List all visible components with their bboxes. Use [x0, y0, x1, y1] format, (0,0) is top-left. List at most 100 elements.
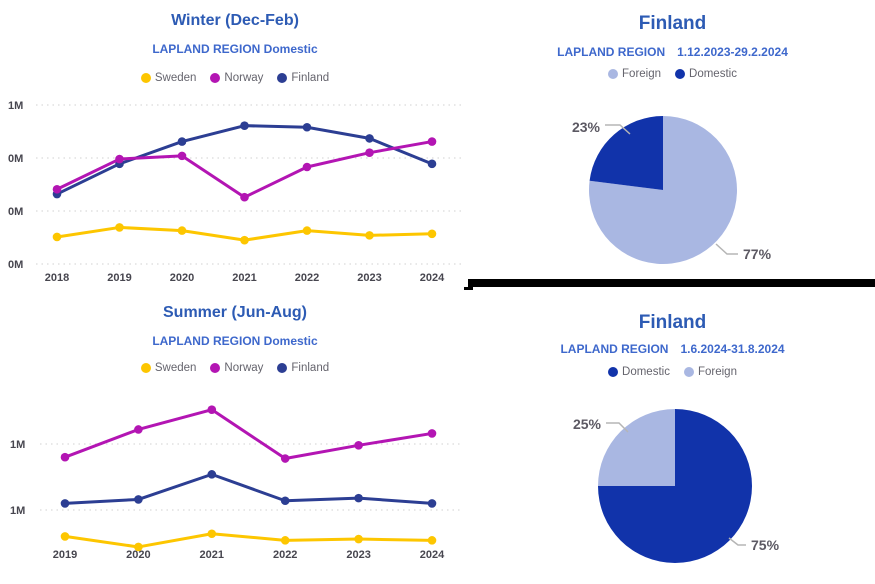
data-point-sweden-2023[interactable] [354, 534, 363, 544]
data-point-finland-2022[interactable] [280, 496, 290, 506]
summer-chart-legend: Sweden Norway Finland [0, 362, 470, 374]
data-point-sweden-2018[interactable] [52, 232, 62, 242]
winter-pie-subtitle: LAPLAND REGION 1.12.2023-29.2.2024 [470, 45, 875, 59]
data-point-norway-2023[interactable] [354, 441, 363, 450]
line-series-norway[interactable] [56, 140, 433, 199]
divider-bar-notch [464, 287, 473, 290]
pie-percent-label-foreign: 77% [743, 246, 772, 262]
winter-pie-panel: Finland LAPLAND REGION 1.12.2023-29.2.202… [470, 0, 875, 292]
winter-pie-chart[interactable]: 77% 23% [470, 0, 875, 292]
domestic-legend-dot-icon [608, 367, 619, 377]
data-point-norway-2023[interactable] [365, 148, 374, 157]
summer-pie-title: Finland [638, 312, 707, 333]
data-point-sweden-2024[interactable] [427, 536, 437, 545]
data-point-norway-2018[interactable] [52, 184, 62, 194]
legend-item-finland[interactable]: Finland [277, 72, 329, 84]
line-series-norway[interactable] [64, 408, 433, 461]
winter-chart-subtitle: LAPLAND REGION Domestic [152, 42, 318, 56]
divider-bar [468, 279, 875, 287]
data-point-sweden-2024[interactable] [427, 229, 437, 239]
legend-item-norway[interactable]: Norway [210, 362, 263, 374]
data-point-norway-2022[interactable] [302, 162, 312, 172]
line-series-finland[interactable] [56, 124, 433, 196]
summer-chart-subtitle: LAPLAND REGION Domestic [152, 334, 318, 348]
legend-item-domestic[interactable]: Domestic [608, 366, 670, 378]
norway-legend-dot-icon [210, 363, 221, 373]
pie-slice-domestic[interactable] [589, 116, 663, 190]
data-point-finland-2021[interactable] [240, 121, 249, 130]
data-point-sweden-2021[interactable] [240, 235, 249, 245]
data-point-sweden-2020[interactable] [177, 226, 187, 235]
winter-pie-subtitle-region: LAPLAND REGION [557, 45, 666, 59]
summer-chart-title: Summer (Jun-Aug) [163, 304, 307, 321]
data-point-sweden-2021[interactable] [207, 529, 217, 539]
data-point-finland-2024[interactable] [427, 159, 437, 169]
y-tick-label: 0M [8, 153, 23, 165]
x-tick-label: 2024 [420, 272, 445, 284]
y-tick-label: 1M [10, 505, 25, 517]
data-point-finland-2021[interactable] [207, 470, 217, 479]
line-series-sweden[interactable] [64, 532, 433, 549]
data-point-norway-2024[interactable] [427, 137, 437, 146]
x-tick-label: 2021 [232, 272, 256, 284]
data-point-norway-2019[interactable] [60, 452, 70, 462]
data-point-norway-2020[interactable] [177, 151, 187, 161]
finland-legend-dot-icon [277, 363, 288, 373]
foreign-legend-dot-icon [608, 69, 619, 79]
legend-item-norway[interactable]: Norway [210, 72, 263, 84]
x-tick-label: 2021 [200, 549, 224, 561]
data-point-finland-2023[interactable] [365, 134, 374, 143]
data-point-sweden-2023[interactable] [365, 231, 374, 240]
summer-pie-chart[interactable]: 75% 25% [470, 292, 875, 584]
summer-line-chart-panel: Summer (Jun-Aug) LAPLAND REGION Domestic… [0, 292, 470, 584]
legend-label: Domestic [689, 68, 737, 80]
data-point-norway-2022[interactable] [280, 454, 290, 463]
norway-legend-dot-icon [210, 73, 221, 83]
legend-item-finland[interactable]: Finland [277, 362, 329, 374]
legend-item-sweden[interactable]: Sweden [140, 362, 197, 374]
data-point-finland-2023[interactable] [354, 493, 363, 503]
leader-line [606, 422, 629, 433]
y-tick-label: 0M [8, 259, 23, 271]
data-point-finland-2022[interactable] [302, 122, 312, 132]
winter-chart-title: Winter (Dec-Feb) [171, 12, 299, 29]
legend-label: Sweden [154, 362, 197, 374]
foreign-legend-dot-icon [683, 367, 694, 377]
domestic-legend-dot-icon [675, 69, 686, 79]
leader-line [715, 243, 738, 255]
data-point-norway-2021[interactable] [207, 405, 217, 414]
legend-label: Norway [224, 362, 264, 374]
legend-label: Domestic [622, 366, 670, 378]
data-point-finland-2019[interactable] [60, 499, 70, 508]
data-point-norway-2024[interactable] [427, 429, 437, 438]
data-point-sweden-2019[interactable] [115, 223, 124, 232]
finland-legend-dot-icon [277, 73, 288, 83]
winter-line-chart[interactable]: 1M 0M 0M 0M 2018 2019 2020 2021 2022 2023 2024 [0, 0, 470, 292]
legend-label: Norway [224, 72, 264, 84]
data-point-finland-2024[interactable] [427, 499, 437, 508]
line-series-finland[interactable] [64, 472, 433, 505]
summer-pie-subtitle-region: LAPLAND REGION [560, 342, 669, 356]
legend-item-foreign[interactable]: Foreign [683, 366, 737, 378]
data-point-norway-2019[interactable] [115, 154, 124, 164]
data-point-sweden-2020[interactable] [134, 542, 143, 552]
data-point-finland-2020[interactable] [134, 495, 143, 504]
data-point-norway-2021[interactable] [240, 192, 249, 202]
legend-item-foreign[interactable]: Foreign [608, 68, 661, 80]
data-point-sweden-2019[interactable] [60, 532, 70, 541]
legend-item-sweden[interactable]: Sweden [140, 72, 196, 84]
summer-line-chart[interactable]: 1M 1M 2019 2020 2021 2022 2023 2024 [0, 292, 470, 584]
winter-chart-legend: Sweden Norway Finland [0, 72, 470, 84]
legend-label: Finland [291, 72, 330, 84]
data-point-sweden-2022[interactable] [280, 536, 290, 545]
data-point-finland-2020[interactable] [177, 137, 187, 146]
summer-pie-panel: Finland LAPLAND REGION 1.6.2024-31.8.2024… [470, 292, 875, 584]
winter-pie-legend: Foreign Domestic [470, 68, 875, 80]
leader-line [605, 124, 631, 135]
data-point-norway-2020[interactable] [134, 425, 143, 434]
pie-slice-foreign[interactable] [598, 409, 675, 486]
legend-item-domestic[interactable]: Domestic [675, 68, 737, 80]
data-point-sweden-2022[interactable] [302, 226, 312, 235]
pie-percent-label-foreign: 25% [573, 416, 602, 432]
